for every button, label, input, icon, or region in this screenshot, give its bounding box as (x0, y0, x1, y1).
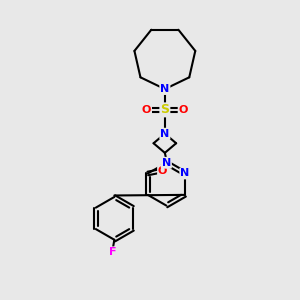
Text: N: N (180, 169, 190, 178)
Text: O: O (178, 105, 188, 115)
Text: N: N (160, 84, 170, 94)
Text: O: O (142, 105, 151, 115)
Text: F: F (109, 247, 117, 257)
Text: S: S (160, 103, 169, 116)
Text: O: O (158, 166, 167, 176)
Text: N: N (162, 158, 171, 168)
Text: N: N (160, 129, 170, 139)
